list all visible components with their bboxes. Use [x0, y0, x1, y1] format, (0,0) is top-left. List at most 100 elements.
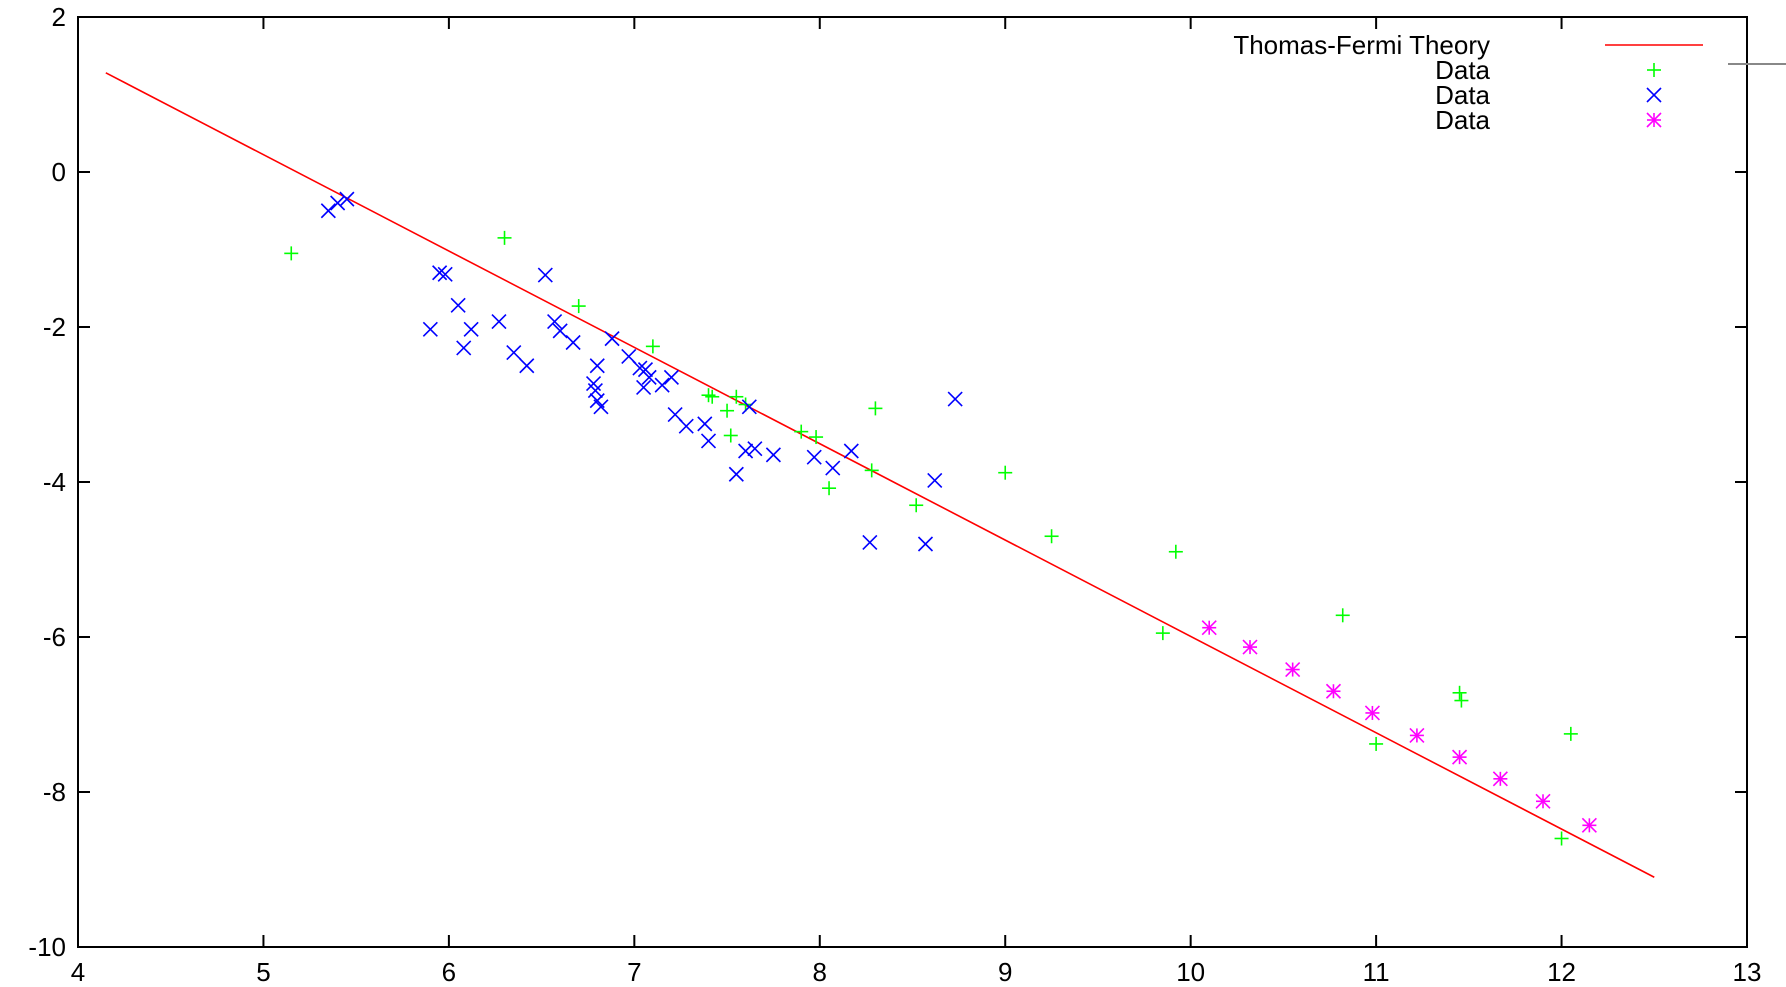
x-tick-label: 11 [1363, 957, 1390, 987]
data-point-plus [868, 401, 883, 416]
data-point-cross [947, 391, 963, 407]
data-point-cross-stroke [519, 358, 535, 374]
data-point-star-stroke [1492, 771, 1508, 787]
x-tick-label: 7 [627, 957, 641, 987]
data-point-cross-stroke [697, 416, 713, 432]
data-point-star-stroke [1581, 817, 1597, 833]
data-point-cross-stroke [330, 195, 346, 211]
data-point-cross-stroke [537, 267, 553, 283]
data-point-cross-stroke [663, 369, 679, 385]
data-point-plus [864, 463, 879, 478]
data-point-star [1201, 620, 1217, 636]
data-point-cross-stroke [506, 345, 522, 361]
data-point-cross-stroke [636, 379, 652, 396]
data-point-cross-stroke [927, 472, 943, 489]
data-point-plus [1168, 544, 1183, 559]
data-point-cross [700, 433, 717, 449]
legend-swatch-star [1646, 112, 1662, 128]
data-point-cross [825, 460, 841, 476]
data-point-star-stroke [1285, 661, 1301, 678]
data-point-cross-stroke [917, 536, 934, 552]
data-point-plus [720, 403, 735, 418]
y-tick-label: -4 [43, 467, 66, 497]
legend-swatch-cross-stroke [1646, 87, 1662, 103]
data-point-cross [637, 362, 654, 378]
x-tick-label: 6 [442, 957, 456, 987]
data-point-cross [654, 377, 670, 393]
axis-ticks: 4 5 6 7 8 9 10 11 12 13 -10 -8 -6 -4 -2 0 2 [28, 2, 1761, 987]
data-point-cross [697, 416, 713, 432]
data-point-star [1409, 727, 1425, 743]
data-point-cross [663, 369, 679, 385]
data-point-cross [843, 443, 859, 459]
data-point-plus [571, 299, 586, 314]
data-point-cross [320, 203, 336, 219]
data-point-cross-stroke [843, 443, 859, 459]
y-tick-label: -10 [28, 932, 66, 962]
data-point-plus [723, 428, 738, 443]
data-point-cross-stroke [637, 362, 654, 378]
data-point-cross-stroke [741, 399, 757, 415]
x-tick-label: 5 [256, 957, 270, 987]
data-point-cross [765, 447, 781, 463]
data-point-cross [437, 266, 453, 282]
data-point-cross-stroke [700, 433, 717, 449]
x-tick-label: 9 [998, 957, 1012, 987]
data-point-cross [927, 472, 943, 489]
data-point-plus [909, 498, 924, 513]
data-point-plus [645, 339, 660, 354]
data-point-plus [738, 397, 753, 412]
data-point-plus [1155, 626, 1170, 641]
data-point-cross [806, 449, 822, 465]
data-point-cross-stroke [747, 441, 763, 457]
data-point-cross-stroke [738, 443, 754, 459]
data-point-star [1285, 661, 1301, 678]
data-point-cross-stroke [765, 447, 781, 463]
data-point-cross [641, 369, 657, 385]
legend-label: Data [1435, 105, 1490, 135]
data-point-cross-stroke [589, 358, 605, 374]
data-point-cross-stroke [641, 369, 657, 385]
data-point-cross [537, 267, 553, 283]
data-marks [105, 72, 1655, 878]
y-tick-label: -2 [43, 312, 66, 342]
data-point-cross [728, 466, 744, 482]
data-point-plus [1454, 693, 1469, 708]
data-point-cross-stroke [437, 266, 453, 282]
data-point-cross-stroke [667, 407, 683, 423]
data-point-cross [917, 536, 934, 552]
y-tick-label: 2 [52, 2, 66, 32]
series-line-thomas-fermi [105, 72, 1655, 878]
data-point-cross-stroke [947, 391, 963, 407]
data-point-cross [456, 340, 472, 356]
data-point-plus [1335, 608, 1350, 623]
data-point-star-stroke [1409, 727, 1425, 743]
data-point-cross-stroke [678, 418, 694, 434]
y-tick-label: -6 [43, 622, 66, 652]
data-point-plus [729, 389, 744, 404]
data-point-cross [678, 418, 694, 434]
data-point-plus [998, 465, 1013, 480]
legend-swatch-star-stroke [1646, 112, 1662, 128]
data-point-cross [747, 441, 763, 457]
data-point-cross [589, 358, 605, 374]
legend-swatch-cross [1646, 87, 1662, 103]
data-point-cross-stroke [593, 399, 609, 415]
data-point-cross-stroke [565, 334, 581, 351]
legend-label: Data [1435, 80, 1490, 110]
data-point-cross-stroke [422, 321, 438, 337]
data-point-cross [491, 314, 507, 330]
data-point-cross-stroke [491, 314, 507, 330]
data-point-cross [450, 297, 466, 313]
data-point-cross-stroke [604, 331, 620, 347]
data-point-plus [1554, 831, 1569, 846]
data-point-plus [822, 481, 837, 496]
data-point-cross-stroke [825, 460, 841, 476]
data-point-cross-stroke [862, 534, 878, 551]
data-point-cross-stroke [654, 377, 670, 393]
data-point-star [1535, 793, 1551, 809]
x-tick-label: 13 [1733, 957, 1762, 987]
data-point-cross-stroke [450, 297, 466, 313]
data-point-cross-stroke [806, 449, 822, 465]
